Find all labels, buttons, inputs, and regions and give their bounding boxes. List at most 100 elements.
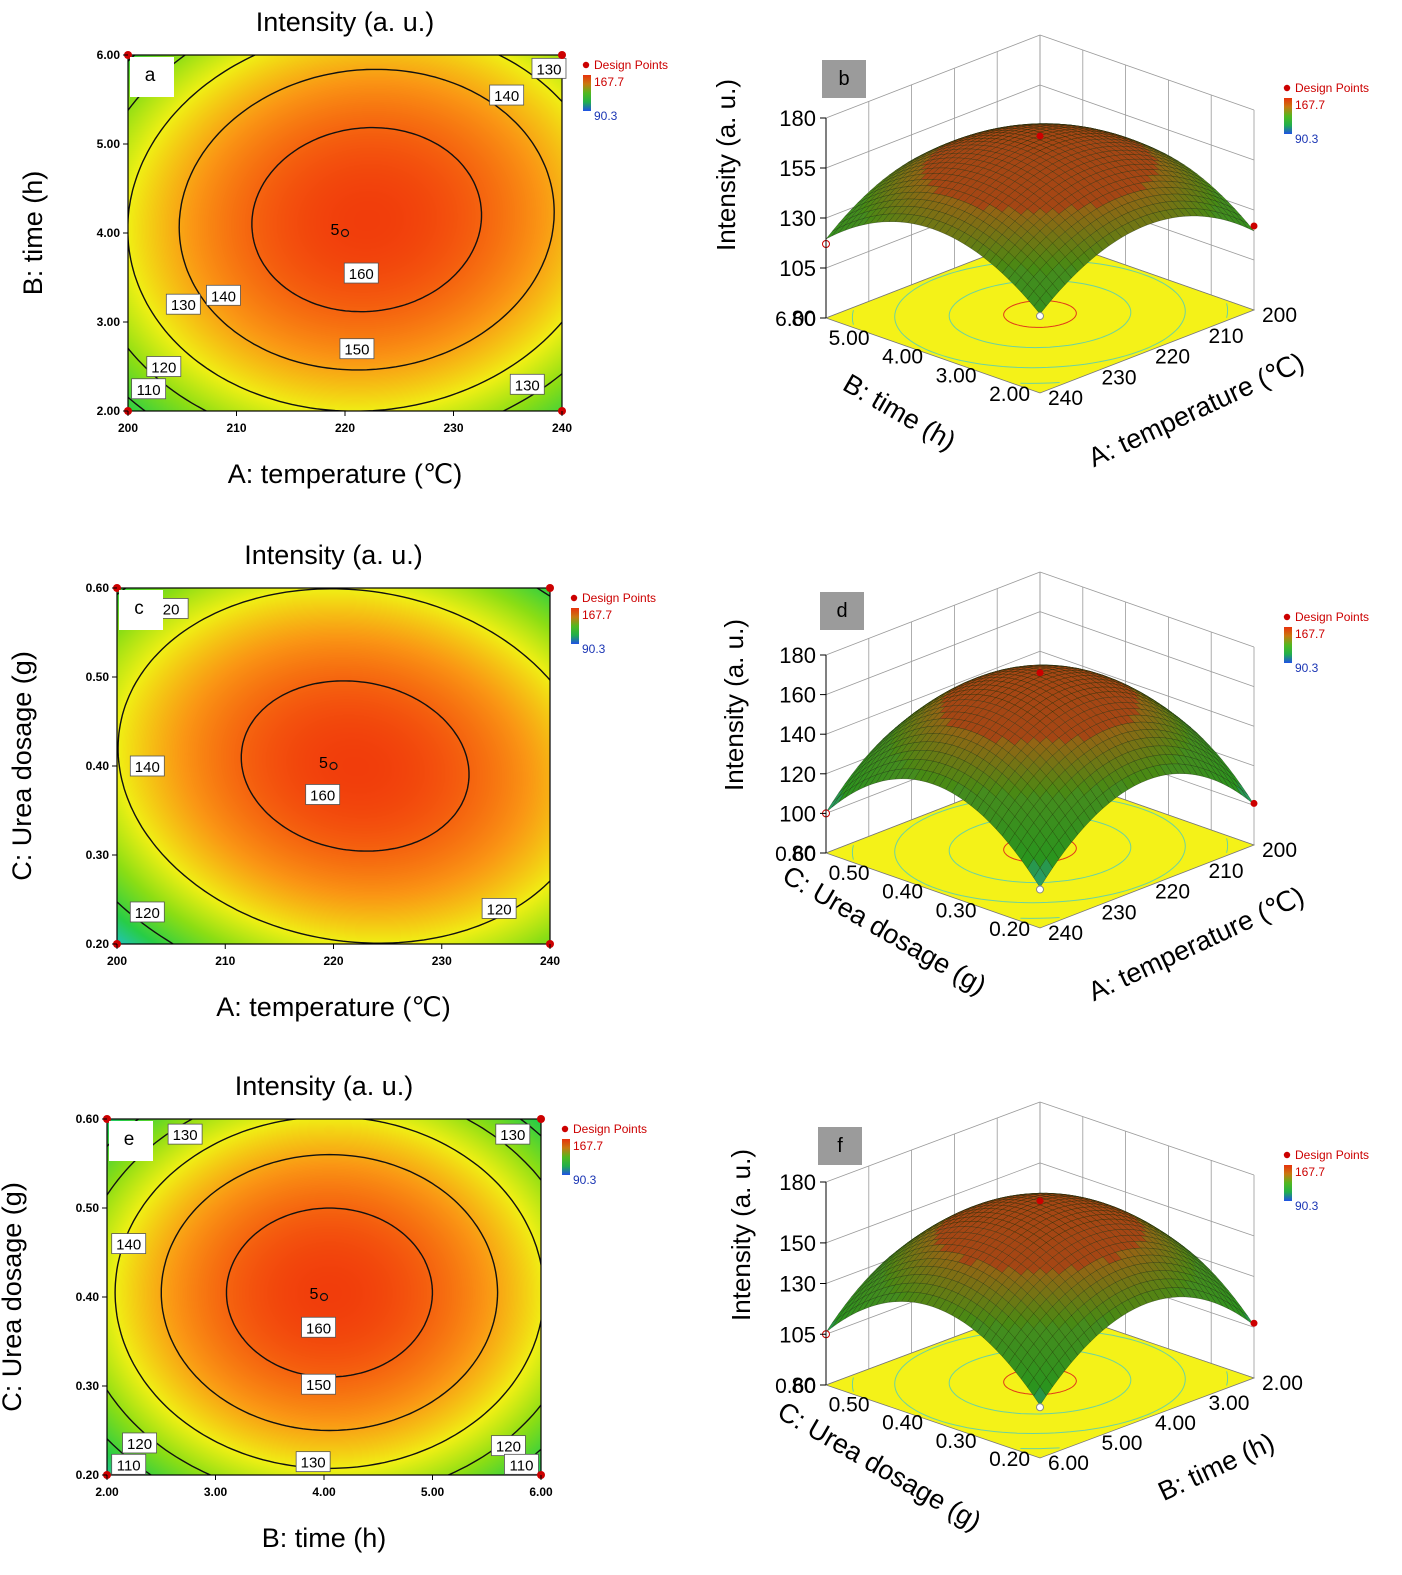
grid-line [1039,1162,1255,1237]
y-tick-label: 3.00 [936,364,977,387]
contour-label: 110 [131,378,167,400]
z-tick-label: 105 [779,256,816,281]
contour-line-130 [107,1119,541,1475]
floor-contour [894,259,1186,369]
legend-min-label: 90.3 [582,642,606,656]
design-point [1036,312,1044,321]
x-tick-label: 240 [552,421,572,435]
grid-line [825,650,1041,735]
panel-label-box [130,57,174,97]
contour-label-box [531,57,567,79]
panel-label-box [119,590,163,630]
y-tick-label: 4.00 [97,226,121,240]
floor-contour [851,779,1229,919]
contour-label: 130 [167,1123,203,1145]
contour-label-text: 140 [211,288,236,305]
x-axis-label: B: time (h) [262,1523,387,1553]
contour-label-box [146,356,182,377]
x-tick-label: 230 [432,954,452,968]
contour-label-box [111,1453,147,1475]
design-point-legend-marker [1283,84,1291,92]
contour-label-text: 130 [500,1127,525,1144]
panel-label: c [119,590,163,630]
contour-label: 160 [343,262,379,284]
contour-label: 130 [531,57,567,79]
panel-label: f [818,1127,862,1165]
z-tick-label: 180 [779,106,816,131]
center-point-count: 5 [310,1286,319,1303]
contour-line-160 [251,126,483,313]
legend-min-label: 90.3 [594,109,618,123]
design-point [1036,1197,1044,1205]
contour-label: 160 [301,1316,336,1338]
legend-max-label: 167.7 [1295,98,1325,112]
panel-label-box [820,592,864,630]
grid-line [1039,571,1255,648]
legend-min-label: 90.3 [573,1173,597,1187]
z-tick-label: 155 [779,156,816,181]
contour-label-text: 160 [349,266,374,283]
x-tick-label: 240 [540,954,560,968]
contour-label-text: 150 [306,1377,331,1394]
y-tick-label: 5.00 [829,327,870,350]
contour-label: 160 [305,784,341,805]
y-tick-label: 5.00 [97,137,121,151]
x-tick-label: 230 [443,421,463,435]
legend-title: Design Points [1295,1148,1369,1162]
contour-label-text: 130 [536,61,561,78]
z-tick-label: 130 [779,1272,816,1297]
center-point [340,228,350,238]
panel-label: d [820,592,864,630]
grid-line [1039,1101,1255,1176]
legend-title: Design Points [594,58,668,72]
center-point [319,1292,329,1302]
x-tick-label: 4.00 [1155,1412,1196,1435]
contour-label: 140 [206,284,241,306]
contour-label: 150 [339,338,375,360]
x-tick-label: 220 [1155,346,1190,369]
contour-label-box [129,901,165,923]
x-axis-label: A: temperature (℃) [1084,881,1309,1007]
legend-title: Design Points [573,1122,647,1136]
contour-line-150 [178,68,555,371]
contour-label-text: 160 [310,787,335,804]
x-tick-label: 220 [1155,881,1190,904]
contour-label-box [131,378,167,400]
contour-label-box [295,1451,331,1473]
contour-label: 140 [129,755,165,777]
plot-title: Intensity (a. u.) [235,1071,414,1101]
contour-label-box [504,1453,539,1475]
center-point [329,761,338,771]
design-point-legend-marker [561,1125,569,1133]
x-tick-label: 6.00 [1048,1452,1089,1475]
y-tick-label: 0.40 [76,1290,100,1304]
contour-label: 130 [509,373,545,395]
contour-line-140 [114,1119,541,1470]
contour-label: 120 [129,901,165,923]
panel-label: a [130,57,174,97]
design-point-legend-marker [1283,1151,1291,1159]
contour-lines [128,55,562,411]
x-tick-label: 2.00 [1262,1372,1303,1395]
x-tick-label: 240 [1048,387,1083,410]
y-tick-label: 4.00 [882,346,923,369]
floor-contour [1003,1368,1077,1395]
contour-label-box [481,898,517,919]
legend-max-label: 167.7 [573,1139,603,1153]
design-point [1036,885,1044,894]
surface [825,123,1255,315]
contour-lines [117,588,550,944]
floor-contour [851,244,1229,384]
z-tick-label: 180 [779,1170,816,1195]
grid-line [825,611,1041,695]
y-tick-label: 2.00 [989,383,1030,406]
legend-color-bar [1284,1165,1292,1201]
y-tick-label: 0.40 [882,881,923,904]
design-point-legend-marker [1283,613,1291,621]
y-tick-label: 0.20 [989,1448,1030,1471]
contour-label-box [167,1123,203,1145]
grid-line [1039,611,1255,687]
y-tick-label: 0.60 [775,843,816,866]
